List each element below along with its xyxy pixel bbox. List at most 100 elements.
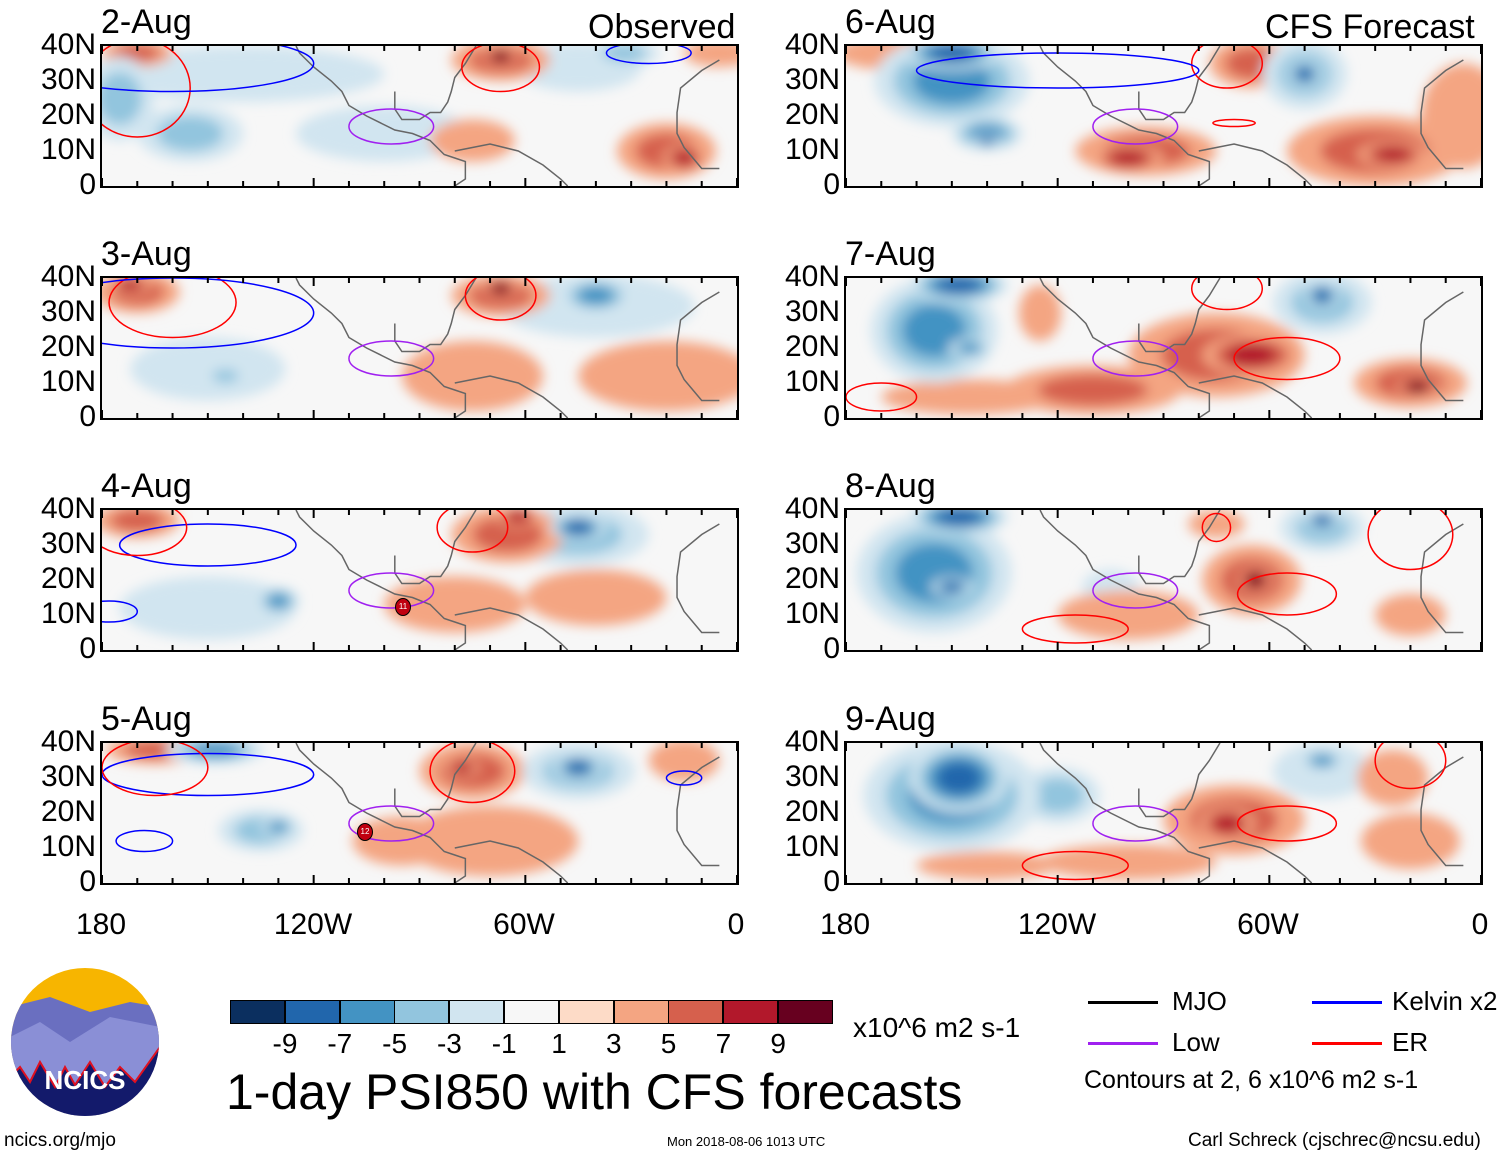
coastline: [676, 291, 720, 402]
anomaly-shading: [269, 821, 288, 833]
lat-tick: 40N: [40, 260, 96, 293]
coastline: [1420, 523, 1464, 634]
wave-contour: [348, 108, 435, 145]
wave-contour: [665, 770, 703, 786]
lat-tick: 40N: [784, 492, 840, 525]
panel-date: 7-Aug: [845, 235, 936, 273]
coastline: [295, 510, 467, 650]
lat-tick: 30N: [784, 63, 840, 96]
lon-tick: 60W: [493, 908, 555, 941]
lat-tick: 10N: [784, 830, 840, 863]
lat-tick: 30N: [784, 760, 840, 793]
colorbar-swatch: [723, 1000, 779, 1024]
lat-tick: 30N: [784, 527, 840, 560]
wave-contour: [102, 743, 209, 797]
anomaly-shading: [1375, 594, 1446, 636]
panel-date: 9-Aug: [845, 700, 936, 738]
anomaly-shading: [1031, 778, 1085, 813]
anomaly-shading: [937, 278, 981, 293]
anomaly-shading: [525, 569, 667, 626]
anomaly-shading: [916, 851, 1058, 880]
anomaly-shading: [1314, 289, 1330, 302]
coastline: [1420, 756, 1464, 867]
anomaly-shading: [119, 576, 297, 640]
footer-url[interactable]: ncics.org/mjo: [4, 1130, 116, 1151]
colorbar-label: 3: [606, 1028, 622, 1059]
coastline: [1138, 510, 1221, 585]
panel-date: 4-Aug: [101, 467, 192, 505]
lat-tick: 0: [823, 168, 840, 201]
lat-tick: 30N: [40, 63, 96, 96]
anomaly-shading: [492, 51, 509, 62]
coastline: [676, 756, 720, 867]
colorbar-label: -7: [327, 1028, 353, 1059]
wave-contour: [1367, 510, 1454, 571]
lat-tick: 0: [79, 632, 96, 665]
anomaly-shading: [401, 341, 543, 411]
anomaly-shading: [453, 762, 471, 773]
colorbar-label: 5: [660, 1028, 677, 1059]
colorbar-label: -9: [272, 1028, 298, 1059]
anomaly-shading: [602, 46, 647, 62]
colorbar-swatch: [339, 1000, 395, 1024]
anomaly-shading: [578, 341, 737, 411]
anomaly-shading: [913, 58, 991, 104]
wave-contour: [118, 523, 297, 567]
lat-tick: 40N: [40, 492, 96, 525]
lat-tick: 20N: [40, 562, 96, 595]
anomaly-shading: [492, 283, 509, 294]
wave-contour: [1236, 805, 1338, 842]
legend-label-mjo: MJO: [1172, 986, 1227, 1016]
anomaly-shading: [1018, 285, 1062, 341]
lat-tick: 0: [79, 168, 96, 201]
lon-tick: 180: [819, 908, 871, 941]
map-panel: [100, 741, 739, 885]
coastline: [394, 743, 477, 818]
anomaly-shading: [384, 576, 526, 633]
wave-contour: [115, 829, 174, 853]
lat-tick: 40N: [784, 28, 840, 61]
anomaly-shading: [507, 511, 529, 523]
anomaly-shading: [102, 46, 385, 102]
wave-contour: [436, 510, 509, 553]
lat-tick: 30N: [40, 760, 96, 793]
coastline: [1039, 510, 1211, 650]
anomaly-shading: [1311, 755, 1333, 766]
lat-tick: 40N: [784, 260, 840, 293]
storm-marker: 12: [357, 823, 373, 841]
lat-tick: 10N: [784, 597, 840, 630]
colorbar-label: 9: [770, 1028, 786, 1059]
anomaly-shading: [1375, 147, 1411, 162]
map-panel: [100, 508, 739, 652]
forecast-label: CFS Forecast: [1265, 8, 1475, 46]
anomaly-shading: [980, 137, 994, 144]
lon-tick: 120W: [1017, 908, 1097, 941]
wave-contour: [1092, 340, 1179, 377]
panel-date: 5-Aug: [101, 700, 192, 738]
colorbar-swatch: [230, 1000, 285, 1024]
anomaly-shading: [430, 119, 515, 162]
wave-contour: [1374, 743, 1447, 790]
lat-tick: 10N: [40, 365, 96, 398]
lat-tick: 20N: [40, 795, 96, 828]
map-panel: [844, 741, 1483, 885]
coastline: [454, 607, 569, 650]
lat-tick: 0: [823, 632, 840, 665]
anomaly-shading: [119, 279, 141, 291]
wave-contour: [102, 600, 139, 623]
wave-contour: [1021, 850, 1129, 881]
anomaly-shading: [267, 594, 289, 608]
anomaly-shading: [673, 151, 695, 165]
footer-timestamp: Mon 2018-08-06 1013 UTC: [667, 1134, 826, 1149]
wave-contour: [108, 278, 237, 339]
coastline: [676, 523, 720, 634]
ncics-logo: NCICS: [11, 968, 159, 1116]
coastline: [1198, 375, 1313, 418]
lon-tick: 0: [1471, 908, 1489, 941]
lat-tick: 20N: [40, 98, 96, 131]
map-panel: [844, 508, 1483, 652]
map-panel: [100, 44, 739, 188]
lat-tick: 40N: [784, 725, 840, 758]
anomaly-shading: [130, 337, 286, 401]
coastline: [295, 743, 467, 883]
